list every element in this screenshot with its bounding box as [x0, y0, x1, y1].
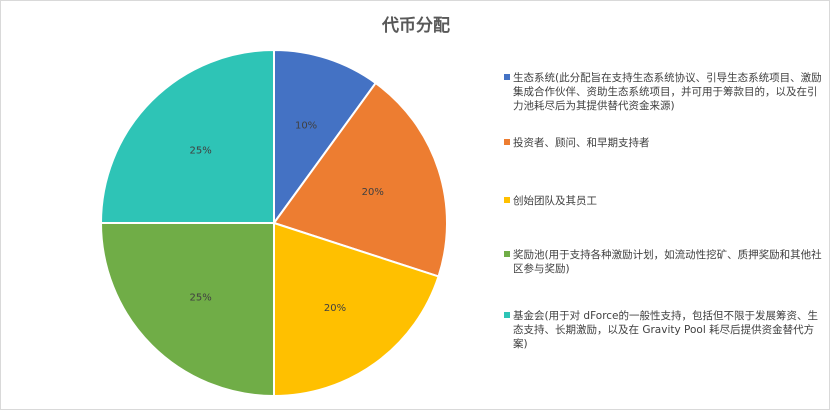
legend-swatch [504, 139, 510, 145]
data-label-3: 20% [324, 303, 346, 314]
data-label-1: 10% [295, 120, 317, 131]
legend-swatch [504, 197, 510, 203]
legend-item-4: 奖励池(用于支持各种激励计划，如流动性挖矿、质押奖励和其他社区参与奖励) [504, 248, 826, 276]
legend-item-1: 生态系统(此分配旨在支持生态系统协议、引导生态系统项目、激励集成合作伙伴、资助生… [504, 71, 826, 113]
pie-slice-4 [99, 222, 275, 398]
legend-label: 奖励池(用于支持各种激励计划，如流动性挖矿、质押奖励和其他社区参与奖励) [513, 249, 822, 275]
legend-item-2: 投资者、顾问、和早期支持者 [504, 136, 826, 150]
legend-label: 基金会(用于对 dForce的一般性支持，包括但不限于发展筹资、生态支持、长期激… [513, 310, 819, 350]
legend-item-5: 基金会(用于对 dForce的一般性支持，包括但不限于发展筹资、生态支持、长期激… [504, 309, 826, 351]
legend-label: 投资者、顾问、和早期支持者 [513, 137, 650, 149]
legend-label: 创始团队及其员工 [513, 195, 597, 207]
legend-item-3: 创始团队及其员工 [504, 194, 826, 208]
data-label-2: 20% [362, 187, 384, 198]
data-label-5: 25% [189, 146, 211, 157]
pie-slice-1 [273, 48, 378, 227]
legend-swatch [504, 251, 510, 257]
pie-slice-2 [272, 81, 448, 278]
legend-swatch [504, 312, 510, 318]
data-label-4: 25% [189, 292, 211, 303]
legend-label: 生态系统(此分配旨在支持生态系统协议、引导生态系统项目、激励集成合作伙伴、资助生… [513, 72, 822, 112]
legend-swatch [504, 74, 510, 80]
pie-slice-5 [99, 48, 275, 224]
pie-slice-3 [273, 221, 440, 398]
chart-title: 代币分配 [382, 16, 450, 36]
